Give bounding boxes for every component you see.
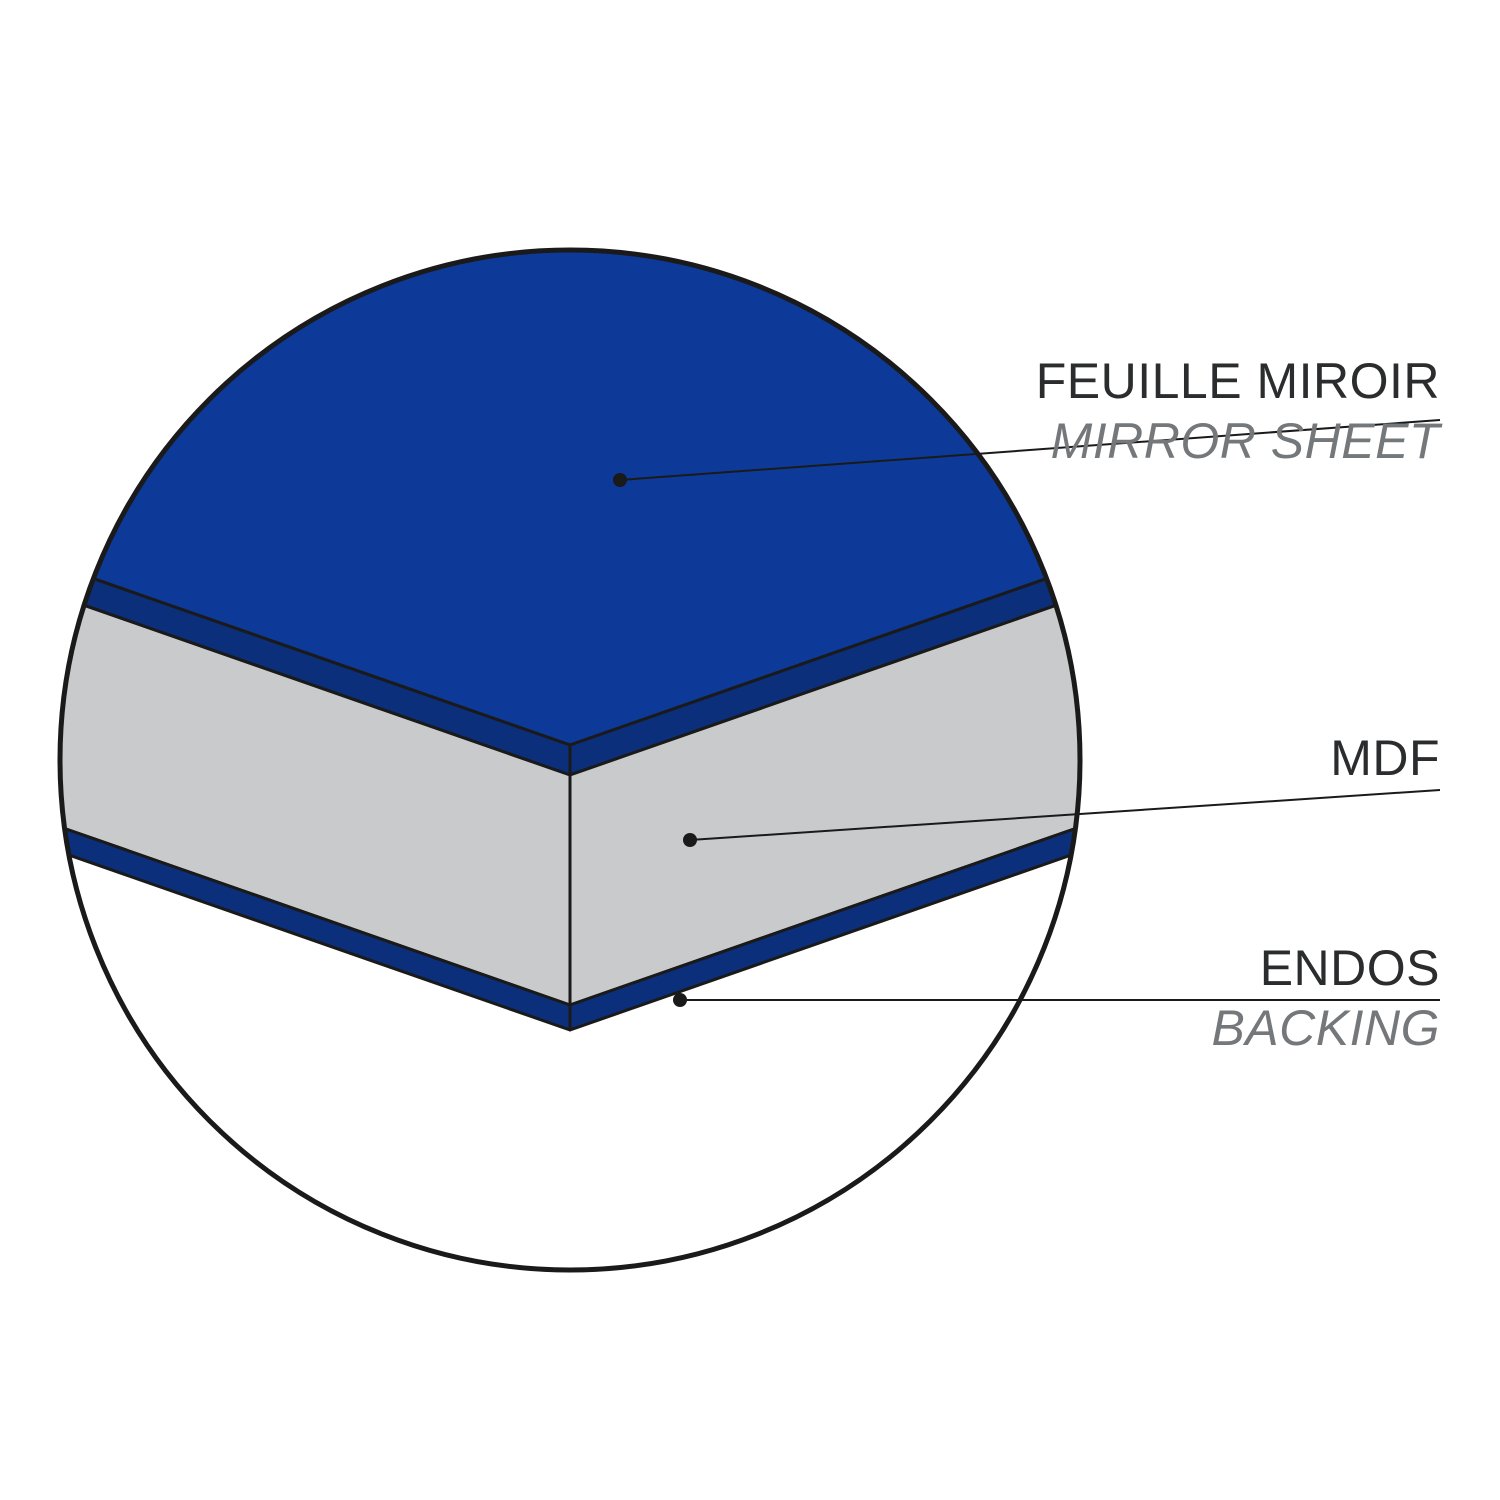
- label-secondary-backing: BACKING: [1211, 1000, 1440, 1056]
- label-primary-backing: ENDOS: [1260, 940, 1440, 996]
- callout-dot-mirror: [613, 473, 627, 487]
- label-primary-mirror: FEUILLE MIROIR: [1036, 353, 1440, 409]
- label-primary-mdf: MDF: [1330, 730, 1440, 786]
- callout-dot-mdf: [683, 833, 697, 847]
- diagram-canvas: FEUILLE MIROIRMIRROR SHEET MDF ENDOSBACKIN…: [0, 0, 1500, 1500]
- callout-dot-backing: [673, 993, 687, 1007]
- label-secondary-mirror: MIRROR SHEET: [1051, 413, 1443, 469]
